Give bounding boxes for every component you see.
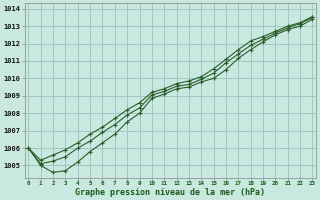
X-axis label: Graphe pression niveau de la mer (hPa): Graphe pression niveau de la mer (hPa): [76, 188, 265, 197]
